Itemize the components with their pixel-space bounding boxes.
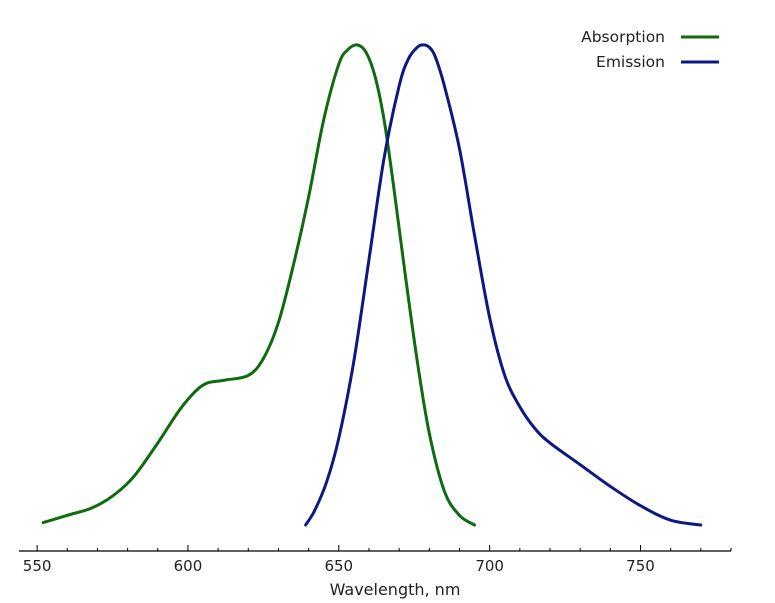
x-tick-label-600: 600: [174, 557, 203, 575]
series-line-absorption: [41, 43, 477, 527]
x-tick-label-750: 750: [626, 557, 655, 575]
x-axis: 550 600 650 700 750: [19, 545, 732, 575]
x-tick-label-650: 650: [324, 557, 353, 575]
legend-label-emission: Emission: [596, 53, 665, 71]
x-tick-label-700: 700: [475, 557, 504, 575]
series-line-emission: [304, 43, 703, 527]
series-layer: [41, 43, 703, 527]
legend-label-absorption: Absorption: [581, 28, 665, 46]
legend: Absorption Emission: [581, 28, 719, 71]
x-tick-label-550: 550: [23, 557, 52, 575]
x-axis-label: Wavelength, nm: [330, 580, 461, 599]
